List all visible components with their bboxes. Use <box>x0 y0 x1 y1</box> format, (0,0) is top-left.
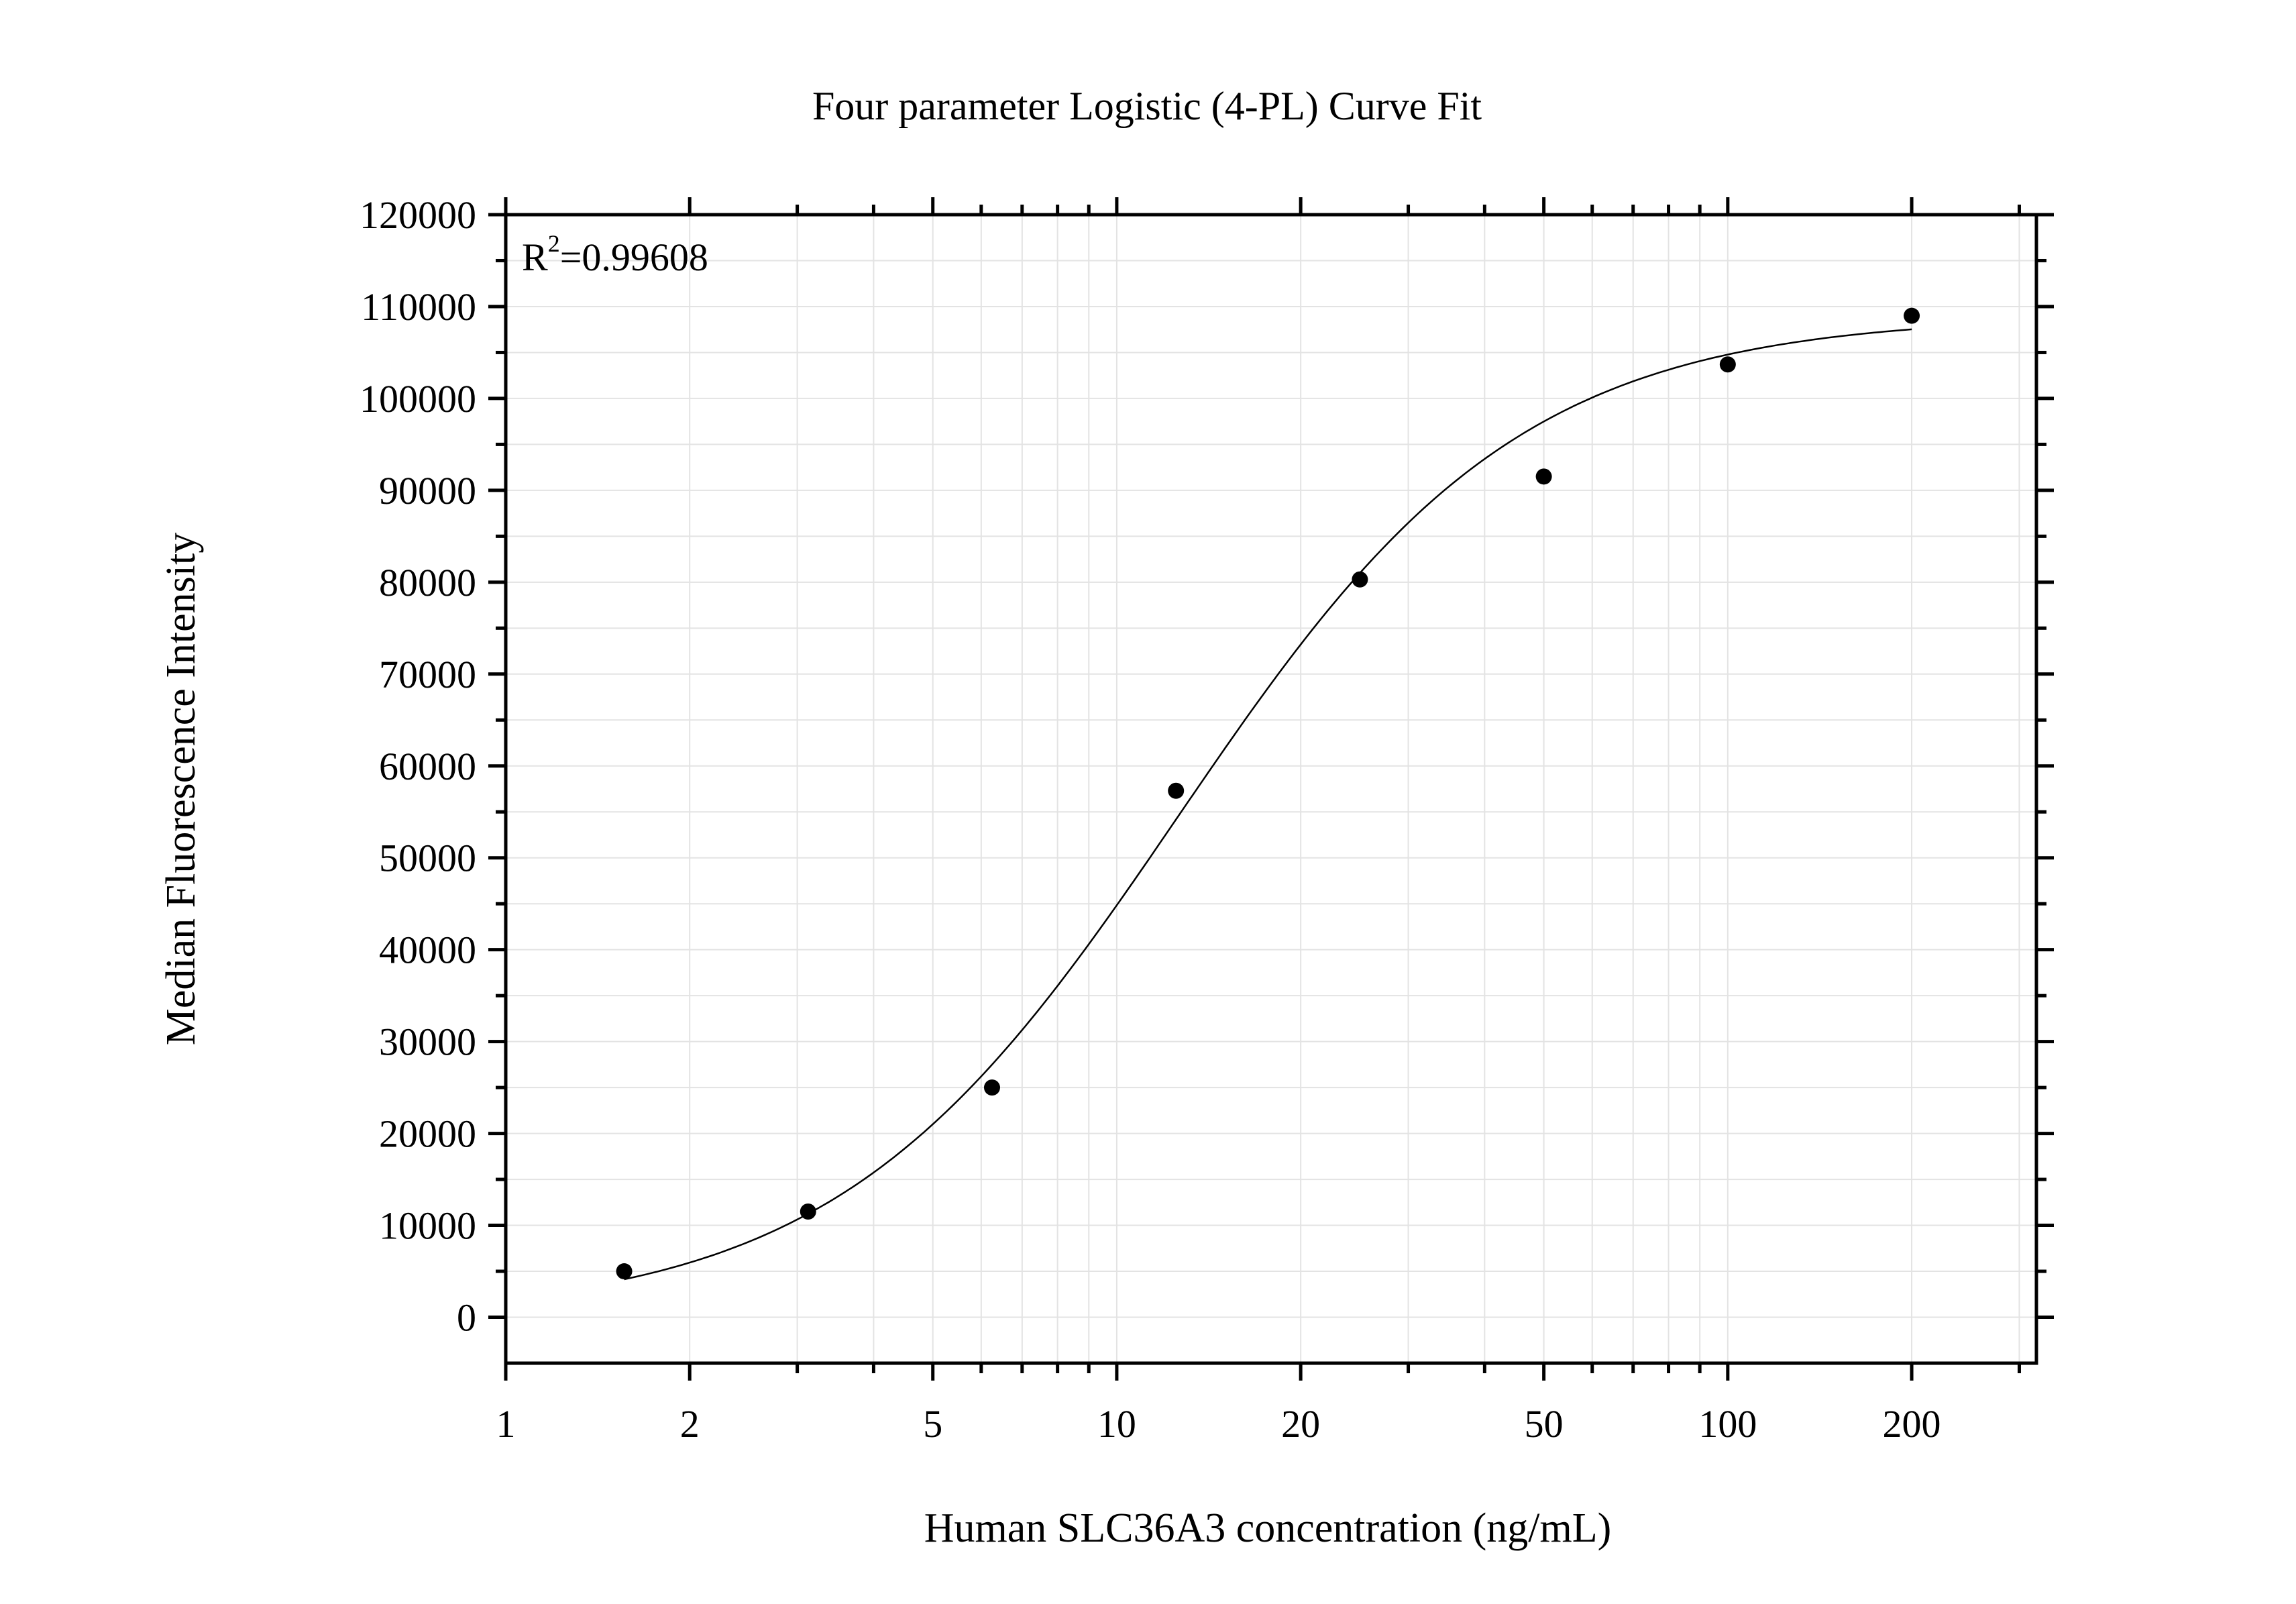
y-tick-label: 110000 <box>361 285 476 329</box>
data-point <box>616 1263 633 1280</box>
y-axis: 0 10000 20000 30000 40000 50000 60000 70000 8000… <box>360 193 2054 1340</box>
y-tick-label: 60000 <box>379 745 476 788</box>
data-point <box>1904 307 1920 324</box>
y-tick-label: 90000 <box>379 469 476 513</box>
y-tick-label: 30000 <box>379 1020 476 1064</box>
r-squared-annotation: R2=0.99608 <box>522 230 708 279</box>
y-axis-label: Median Fluorescence Intensity <box>158 533 204 1045</box>
y-tick-label: 0 <box>457 1296 476 1340</box>
y-tick-label: 10000 <box>379 1204 476 1248</box>
data-point <box>1168 782 1185 799</box>
x-tick-label: 100 <box>1698 1402 1757 1446</box>
data-point <box>983 1079 1000 1096</box>
y-tick-label: 80000 <box>379 561 476 604</box>
r-squared-value: =0.99608 <box>560 235 708 279</box>
x-tick-label: 10 <box>1097 1402 1136 1446</box>
r-squared-prefix: R <box>522 235 548 279</box>
x-tick-label: 20 <box>1281 1402 1320 1446</box>
chart-title: Four parameter Logistic (4-PL) Curve Fit <box>812 84 1482 128</box>
y-tick-label: 40000 <box>379 928 476 972</box>
data-point <box>1535 468 1552 485</box>
x-axis: 1 2 5 10 20 50 100 200 <box>496 197 2021 1446</box>
x-tick-label: 50 <box>1525 1402 1564 1446</box>
x-tick-label: 5 <box>923 1402 942 1446</box>
data-point <box>1352 571 1368 588</box>
x-tick-label: 1 <box>496 1402 516 1446</box>
grid <box>506 215 2036 1363</box>
plot-frame <box>504 213 2038 1365</box>
y-tick-label: 50000 <box>379 837 476 880</box>
y-tick-label: 120000 <box>360 193 476 237</box>
r-squared-superscript: 2 <box>548 230 560 257</box>
data-point <box>800 1204 816 1220</box>
x-axis-label: Human SLC36A3 concentration (ng/mL) <box>924 1505 1612 1551</box>
data-points <box>616 307 1920 1280</box>
fit-curve <box>624 328 1912 1281</box>
x-tick-label: 2 <box>680 1402 700 1446</box>
y-tick-label: 70000 <box>379 653 476 696</box>
y-tick-label: 100000 <box>360 377 476 421</box>
y-tick-label: 20000 <box>379 1112 476 1156</box>
data-point <box>1719 356 1736 373</box>
x-tick-label: 200 <box>1883 1402 1941 1446</box>
